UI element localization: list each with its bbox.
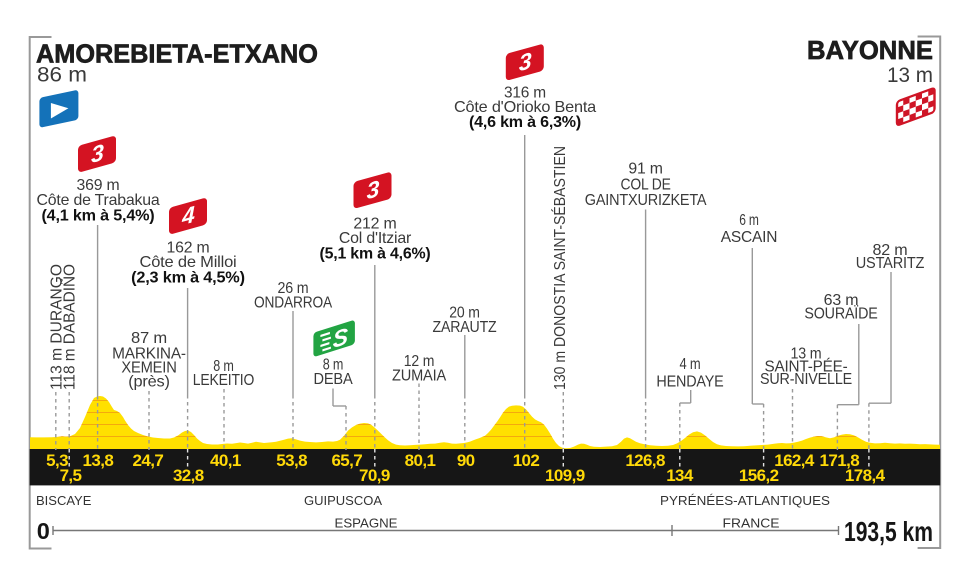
svg-text:40,1: 40,1 — [210, 451, 241, 470]
svg-text:ONDARROA: ONDARROA — [254, 295, 332, 312]
svg-text:118 m DABADIÑO: 118 m DABADIÑO — [62, 264, 79, 390]
svg-text:3: 3 — [91, 139, 104, 168]
svg-text:5,3: 5,3 — [46, 451, 68, 470]
svg-text:XEMEIN: XEMEIN — [121, 359, 176, 376]
svg-text:4 m: 4 m — [679, 356, 700, 373]
svg-text:3: 3 — [367, 175, 380, 204]
svg-text:102: 102 — [513, 451, 540, 470]
svg-text:13,8: 13,8 — [83, 451, 114, 470]
svg-text:MARKINA-: MARKINA- — [112, 345, 186, 362]
svg-text:126,8: 126,8 — [625, 451, 665, 470]
svg-text:80,1: 80,1 — [405, 451, 436, 470]
svg-text:156,2: 156,2 — [739, 466, 779, 485]
svg-text:0: 0 — [37, 518, 50, 544]
svg-text:S: S — [333, 323, 349, 353]
svg-text:171,8: 171,8 — [820, 451, 860, 470]
svg-text:Côte de Trabakua: Côte de Trabakua — [37, 192, 160, 209]
svg-text:(près): (près) — [128, 374, 170, 391]
svg-text:12 m: 12 m — [404, 353, 435, 370]
svg-text:178,4: 178,4 — [845, 466, 886, 485]
svg-text:82 m: 82 m — [873, 242, 908, 259]
svg-text:193,5 km: 193,5 km — [844, 516, 933, 547]
svg-text:13 m: 13 m — [791, 346, 822, 363]
svg-text:86 m: 86 m — [37, 64, 87, 87]
svg-text:65,7: 65,7 — [331, 451, 362, 470]
svg-text:Col d'Itziar: Col d'Itziar — [339, 230, 412, 247]
svg-text:HENDAYE: HENDAYE — [656, 374, 723, 391]
svg-text:FRANCE: FRANCE — [723, 516, 780, 531]
svg-text:DEBA: DEBA — [314, 371, 353, 388]
svg-text:SOURAÏDE: SOURAÏDE — [804, 304, 877, 322]
svg-text:20 m: 20 m — [449, 305, 480, 322]
svg-text:24,7: 24,7 — [133, 451, 164, 470]
svg-text:32,8: 32,8 — [173, 466, 204, 485]
svg-text:109,9: 109,9 — [545, 466, 585, 485]
svg-text:Côte de Milloi: Côte de Milloi — [140, 254, 237, 271]
svg-text:134: 134 — [666, 466, 694, 485]
svg-text:(2,3 km à 4,5%): (2,3 km à 4,5%) — [131, 270, 245, 287]
svg-text:70,9: 70,9 — [359, 466, 390, 485]
svg-text:369 m: 369 m — [77, 177, 120, 194]
svg-text:SAINT-PÉE-: SAINT-PÉE- — [765, 356, 848, 375]
svg-text:Côte d'Orioko Benta: Côte d'Orioko Benta — [454, 99, 596, 116]
svg-text:212 m: 212 m — [353, 216, 396, 233]
svg-text:7,5: 7,5 — [60, 466, 82, 485]
svg-text:130 m DONOSTIA SAINT-SÉBASTIEN: 130 m DONOSTIA SAINT-SÉBASTIEN — [552, 146, 569, 390]
svg-text:ASCAIN: ASCAIN — [721, 229, 778, 246]
svg-text:COL DE: COL DE — [621, 176, 671, 193]
svg-text:(5,1 km à 4,6%): (5,1 km à 4,6%) — [320, 246, 431, 263]
svg-text:LEKEITIO: LEKEITIO — [193, 372, 254, 389]
svg-text:8 m: 8 m — [213, 358, 234, 375]
svg-text:BISCAYE: BISCAYE — [36, 493, 92, 508]
svg-text:(4,1 km à 5,4%): (4,1 km à 5,4%) — [42, 208, 155, 225]
svg-text:13 m: 13 m — [887, 64, 933, 87]
svg-text:26 m: 26 m — [278, 280, 309, 297]
svg-text:SUR-NIVELLE: SUR-NIVELLE — [760, 371, 852, 388]
svg-text:316 m: 316 m — [504, 85, 546, 102]
svg-text:AMOREBIETA-ETXANO: AMOREBIETA-ETXANO — [36, 39, 318, 69]
svg-text:GUIPUSCOA: GUIPUSCOA — [304, 493, 382, 508]
svg-text:162,4: 162,4 — [774, 451, 815, 470]
svg-text:(4,6 km à 6,3%): (4,6 km à 6,3%) — [469, 114, 581, 131]
svg-text:ESPAGNE: ESPAGNE — [335, 516, 398, 531]
svg-text:91 m: 91 m — [628, 161, 662, 178]
svg-text:8 m: 8 m — [323, 357, 344, 374]
svg-text:USTARITZ: USTARITZ — [856, 255, 925, 272]
svg-text:PYRÉNÉES-ATLANTIQUES: PYRÉNÉES-ATLANTIQUES — [660, 493, 830, 508]
svg-text:3: 3 — [519, 47, 532, 76]
svg-text:90: 90 — [457, 451, 475, 470]
svg-text:87 m: 87 m — [131, 330, 167, 347]
svg-text:ZARAUTZ: ZARAUTZ — [433, 319, 497, 336]
svg-text:162 m: 162 m — [167, 240, 210, 257]
svg-text:63 m: 63 m — [824, 292, 859, 309]
svg-text:53,8: 53,8 — [276, 451, 307, 470]
svg-text:6 m: 6 m — [739, 212, 759, 229]
svg-text:BAYONNE: BAYONNE — [807, 35, 933, 65]
svg-text:113 m DURANGO: 113 m DURANGO — [48, 264, 65, 390]
svg-text:ZUMAIA: ZUMAIA — [392, 368, 446, 385]
svg-text:4: 4 — [181, 201, 195, 230]
svg-text:GAINTXURIZKETA: GAINTXURIZKETA — [585, 192, 707, 209]
